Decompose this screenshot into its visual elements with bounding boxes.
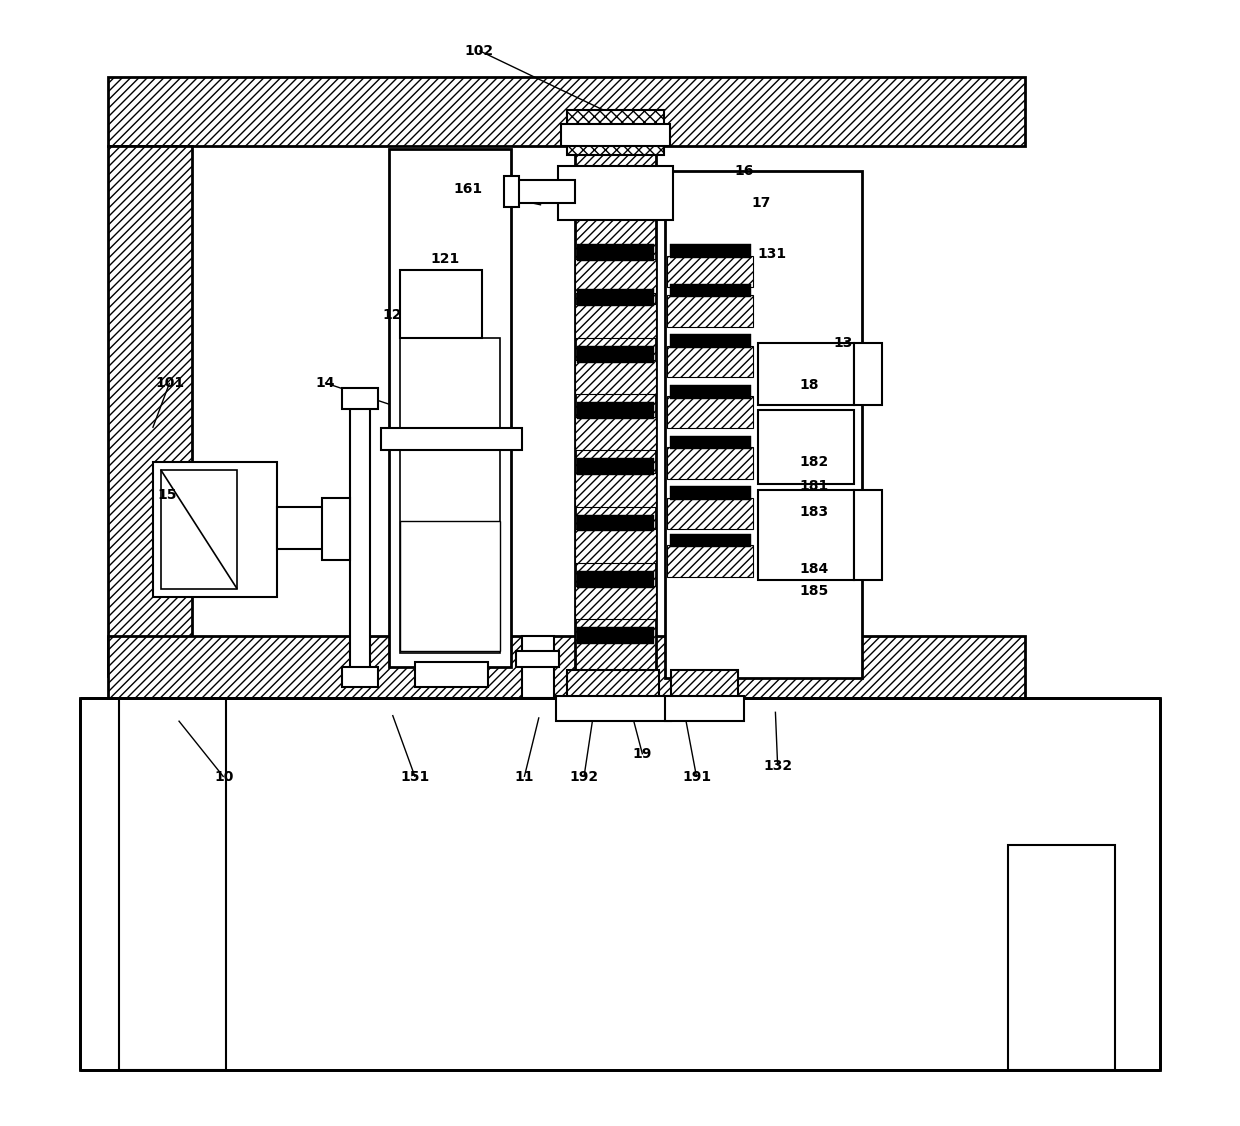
Text: 181: 181 xyxy=(799,480,828,493)
Text: 191: 191 xyxy=(682,770,711,784)
Bar xyxy=(759,410,854,484)
Bar xyxy=(667,346,753,377)
Bar xyxy=(567,670,660,698)
Bar xyxy=(670,436,750,449)
Text: 13: 13 xyxy=(833,337,853,350)
Bar xyxy=(667,256,753,287)
Text: 192: 192 xyxy=(569,770,599,784)
Bar xyxy=(577,244,653,261)
Text: 14: 14 xyxy=(315,376,335,390)
Bar xyxy=(577,289,653,306)
Bar xyxy=(670,284,750,297)
Bar xyxy=(567,110,663,155)
Text: 17: 17 xyxy=(751,196,770,209)
Text: 151: 151 xyxy=(401,770,430,784)
Bar xyxy=(667,447,753,479)
Bar xyxy=(401,521,500,651)
Bar xyxy=(119,698,226,1070)
Bar xyxy=(577,627,653,644)
Bar xyxy=(575,113,656,687)
Bar xyxy=(670,486,750,500)
Bar xyxy=(759,343,854,405)
Bar xyxy=(108,636,1025,698)
Bar xyxy=(671,670,738,698)
Bar xyxy=(108,77,1025,146)
Bar xyxy=(161,470,237,589)
Bar xyxy=(575,259,656,293)
Text: 121: 121 xyxy=(430,252,460,266)
Bar xyxy=(556,696,671,721)
Text: 102: 102 xyxy=(465,44,494,57)
Bar xyxy=(575,304,656,338)
Text: 132: 132 xyxy=(763,759,792,772)
Bar xyxy=(577,515,653,531)
Bar xyxy=(564,171,667,214)
Text: 19: 19 xyxy=(632,748,652,761)
Text: 182: 182 xyxy=(799,455,828,468)
Bar xyxy=(401,338,500,653)
Text: 161: 161 xyxy=(454,182,482,196)
Bar xyxy=(854,343,883,405)
Bar xyxy=(854,490,883,580)
Text: 183: 183 xyxy=(799,506,828,519)
Bar xyxy=(415,662,489,687)
Text: 16: 16 xyxy=(734,164,754,178)
Text: 12: 12 xyxy=(383,309,402,322)
Bar xyxy=(577,346,653,363)
Bar xyxy=(667,295,753,327)
Bar xyxy=(575,529,656,563)
Text: 131: 131 xyxy=(758,248,786,261)
Bar xyxy=(277,507,327,549)
Bar xyxy=(558,166,673,220)
Bar xyxy=(667,396,753,428)
Bar xyxy=(522,636,553,698)
Text: 18: 18 xyxy=(800,378,818,392)
Bar xyxy=(513,180,575,203)
Bar xyxy=(562,124,670,146)
Bar xyxy=(577,458,653,475)
Bar xyxy=(401,270,481,338)
Bar xyxy=(1008,844,1116,1070)
Bar xyxy=(516,651,559,667)
Bar xyxy=(665,171,862,678)
Bar xyxy=(575,417,656,450)
Text: 185: 185 xyxy=(799,584,828,598)
Bar xyxy=(667,498,753,529)
Bar xyxy=(670,244,750,258)
Text: 15: 15 xyxy=(157,489,177,502)
Bar xyxy=(350,405,370,676)
Bar xyxy=(577,571,653,588)
Bar xyxy=(665,696,744,721)
Bar xyxy=(670,334,750,348)
Text: 101: 101 xyxy=(155,376,185,390)
Bar xyxy=(503,176,518,207)
Text: 11: 11 xyxy=(515,770,534,784)
Bar xyxy=(79,698,1161,1070)
Bar xyxy=(108,146,192,676)
Bar xyxy=(670,534,750,547)
Bar xyxy=(153,462,277,597)
Bar xyxy=(321,498,350,560)
Bar xyxy=(381,428,522,450)
Bar xyxy=(759,490,854,580)
Bar xyxy=(575,360,656,394)
Text: 10: 10 xyxy=(215,770,233,784)
Bar xyxy=(389,149,511,667)
Bar xyxy=(670,385,750,399)
Bar xyxy=(575,586,656,619)
Bar xyxy=(342,667,378,687)
Bar xyxy=(342,388,378,409)
Bar xyxy=(577,402,653,419)
Text: 184: 184 xyxy=(799,562,828,575)
Bar xyxy=(667,545,753,577)
Bar xyxy=(575,473,656,507)
